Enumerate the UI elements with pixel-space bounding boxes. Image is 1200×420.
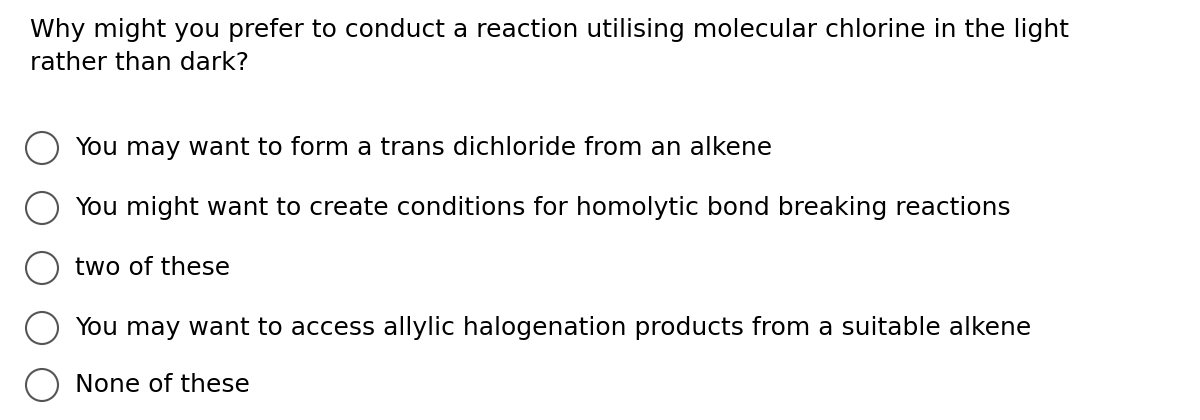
Text: Why might you prefer to conduct a reaction utilising molecular chlorine in the l: Why might you prefer to conduct a reacti… [30, 18, 1069, 75]
Text: two of these: two of these [74, 256, 230, 280]
Text: None of these: None of these [74, 373, 250, 397]
Text: You may want to form a trans dichloride from an alkene: You may want to form a trans dichloride … [74, 136, 772, 160]
Text: You may want to access allylic halogenation products from a suitable alkene: You may want to access allylic halogenat… [74, 316, 1031, 340]
Text: You might want to create conditions for homolytic bond breaking reactions: You might want to create conditions for … [74, 196, 1010, 220]
